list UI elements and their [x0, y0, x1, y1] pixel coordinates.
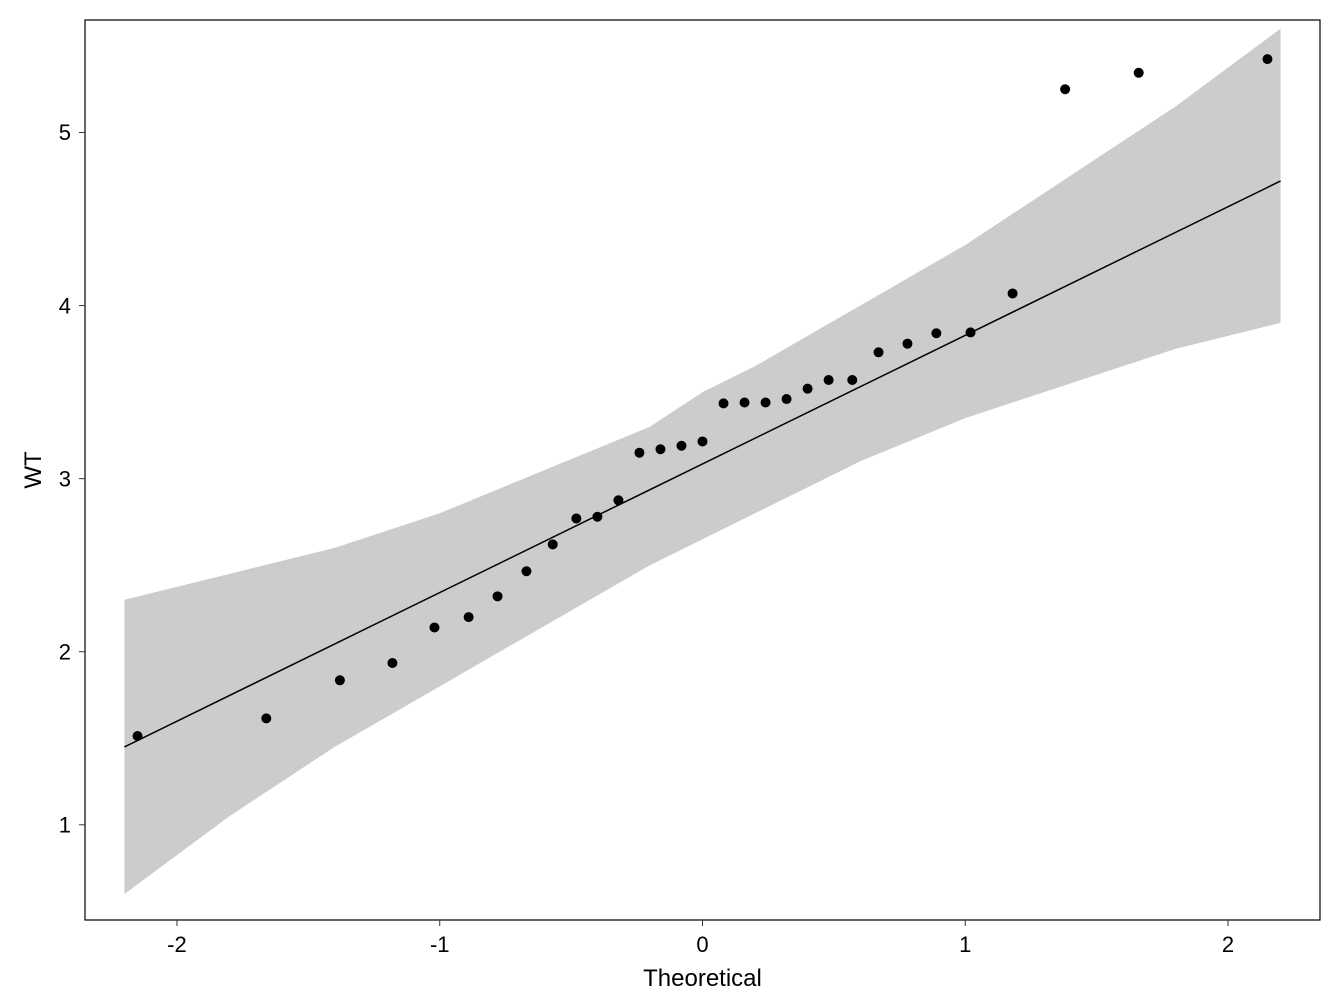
data-point	[592, 512, 602, 522]
data-point	[1262, 54, 1272, 64]
data-point	[782, 394, 792, 404]
data-point	[613, 495, 623, 505]
data-point	[571, 513, 581, 523]
data-point	[966, 327, 976, 337]
data-point	[1008, 288, 1018, 298]
data-point	[548, 539, 558, 549]
y-axis-label: WT	[20, 451, 47, 489]
data-point	[655, 444, 665, 454]
data-point	[1060, 84, 1070, 94]
data-point	[761, 398, 771, 408]
data-point	[634, 448, 644, 458]
qq-chart: -2 -1 0 1 2 1 2 3 4 5 Theoretical WT	[0, 0, 1344, 1008]
y-tick-label: 1	[59, 813, 71, 838]
data-point	[464, 612, 474, 622]
data-point	[521, 566, 531, 576]
data-point	[931, 328, 941, 338]
data-point	[698, 436, 708, 446]
data-point	[719, 398, 729, 408]
x-tick-label: 0	[696, 932, 708, 957]
x-tick-label: 2	[1222, 932, 1234, 957]
x-tick-label: -1	[430, 932, 450, 957]
y-tick-label: 3	[59, 466, 71, 491]
x-axis-label: Theoretical	[643, 965, 762, 992]
data-point	[902, 339, 912, 349]
data-point	[847, 375, 857, 385]
data-point	[824, 375, 834, 385]
data-point	[133, 731, 143, 741]
data-point	[261, 713, 271, 723]
x-tick-label: -2	[167, 932, 187, 957]
y-tick-label: 4	[59, 293, 71, 318]
data-point	[335, 675, 345, 685]
data-point	[874, 347, 884, 357]
data-point	[429, 623, 439, 633]
data-point	[676, 441, 686, 451]
y-tick-label: 5	[59, 120, 71, 145]
plot-panel	[85, 20, 1320, 920]
data-point	[387, 658, 397, 668]
x-tick-label: 1	[959, 932, 971, 957]
data-point	[1134, 68, 1144, 78]
data-point	[493, 591, 503, 601]
data-point	[803, 384, 813, 394]
chart-container: -2 -1 0 1 2 1 2 3 4 5 Theoretical WT	[0, 0, 1344, 1008]
data-point	[740, 398, 750, 408]
y-tick-label: 2	[59, 639, 71, 664]
